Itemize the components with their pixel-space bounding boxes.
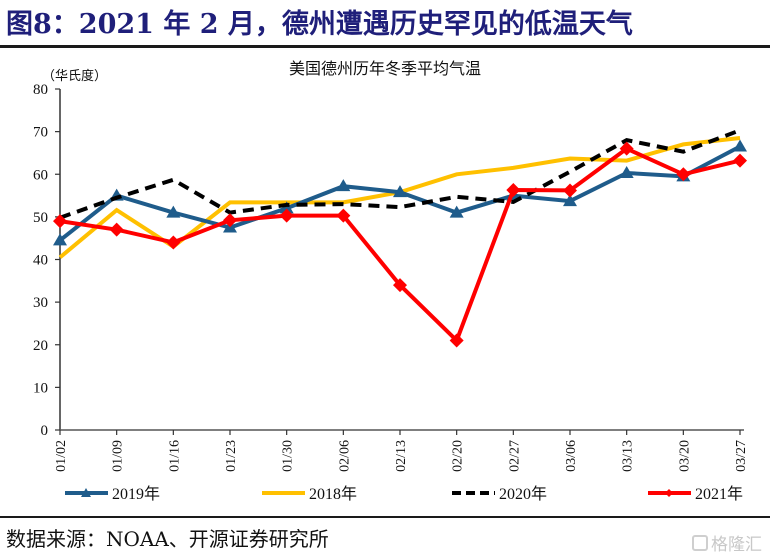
data-point-triangle	[733, 139, 747, 152]
x-tick-label: 01/23	[224, 440, 239, 472]
data-point-diamond	[223, 213, 237, 228]
data-point-triangle	[449, 205, 464, 218]
x-tick-label: 03/20	[677, 440, 692, 472]
y-tick-label: 70	[33, 125, 48, 141]
data-point-triangle	[53, 233, 67, 246]
series-layer	[53, 128, 747, 348]
y-tick-label: 80	[33, 82, 48, 98]
data-point-diamond	[279, 208, 294, 223]
legend-item: 2021年	[648, 485, 743, 503]
line-chart: 美国德州历年冬季平均气温 （华氏度） 0 10 20 30 40 50 60 70 80 01/0…	[33, 60, 749, 503]
legend-marker-triangle	[81, 488, 91, 497]
x-tick-label: 02/13	[394, 440, 409, 472]
figure-title: 图8：2021 年 2 月，德州遭遇历史罕见的低温天气	[6, 9, 633, 40]
data-point-diamond	[563, 183, 577, 198]
data-point-diamond	[449, 333, 464, 348]
data-point-triangle	[336, 179, 351, 192]
y-tick-label: 10	[33, 380, 48, 396]
data-point-triangle	[279, 201, 294, 214]
x-tick-label: 03/06	[564, 440, 579, 472]
y-tick-label: 50	[33, 210, 48, 226]
data-point-diamond	[336, 208, 351, 223]
x-tick-label: 01/30	[281, 440, 296, 472]
y-tick-label: 60	[33, 167, 48, 183]
legend-item: 2018年	[262, 485, 357, 503]
data-point-diamond	[53, 214, 67, 229]
watermark: 格隆汇	[692, 530, 762, 555]
legend-item: 2020年	[452, 485, 547, 503]
data-point-diamond	[676, 167, 691, 182]
data-point-diamond	[733, 153, 747, 168]
y-tick-label: 30	[33, 295, 48, 311]
series-line	[59, 128, 741, 220]
legend-label: 2019年	[112, 485, 160, 503]
data-point-diamond	[166, 235, 181, 250]
title-rule	[0, 45, 770, 48]
x-tick-label: 03/13	[621, 440, 636, 472]
data-point-triangle	[393, 185, 407, 198]
data-point-diamond	[393, 278, 407, 293]
watermark-text: 格隆汇	[711, 535, 762, 555]
series-2021年	[53, 141, 747, 348]
y-tick-label: 0	[41, 423, 49, 439]
data-point-triangle	[563, 194, 577, 207]
data-point-diamond	[506, 183, 521, 198]
watermark-logo-icon	[692, 534, 708, 551]
source-rule	[0, 516, 770, 518]
x-tick-label: 02/27	[507, 440, 522, 472]
y-axis-label: （华氏度）	[42, 68, 107, 83]
y-tick-label: 20	[33, 338, 48, 354]
x-tick-label: 02/20	[451, 440, 466, 472]
data-point-triangle	[166, 205, 181, 218]
x-tick-label: 01/09	[111, 440, 126, 472]
legend-label: 2020年	[499, 485, 547, 503]
legend-label: 2021年	[695, 485, 743, 503]
data-point-triangle	[619, 165, 634, 178]
x-tick-label: 02/06	[337, 440, 352, 472]
legend: 2019年 2018年 2020年 2021年	[65, 485, 743, 503]
axes: 0 10 20 30 40 50 60 70 80 01/02 01/09 01/16 01/23 01/…	[33, 82, 749, 472]
legend-label: 2018年	[309, 485, 357, 503]
legend-marker-diamond	[665, 489, 673, 497]
y-tick-label: 40	[33, 253, 48, 269]
legend-item: 2019年	[65, 485, 160, 503]
x-tick-label: 01/02	[54, 440, 69, 472]
chart-title: 美国德州历年冬季平均气温	[289, 60, 481, 78]
series-line	[59, 146, 741, 345]
data-point-diamond	[109, 222, 124, 237]
x-tick-label: 01/16	[167, 440, 182, 472]
series-2020年	[59, 128, 741, 220]
data-point-diamond	[619, 141, 634, 156]
x-tick-label: 03/27	[734, 440, 749, 472]
data-source: 数据来源：NOAA、开源证券研究所	[6, 527, 329, 551]
